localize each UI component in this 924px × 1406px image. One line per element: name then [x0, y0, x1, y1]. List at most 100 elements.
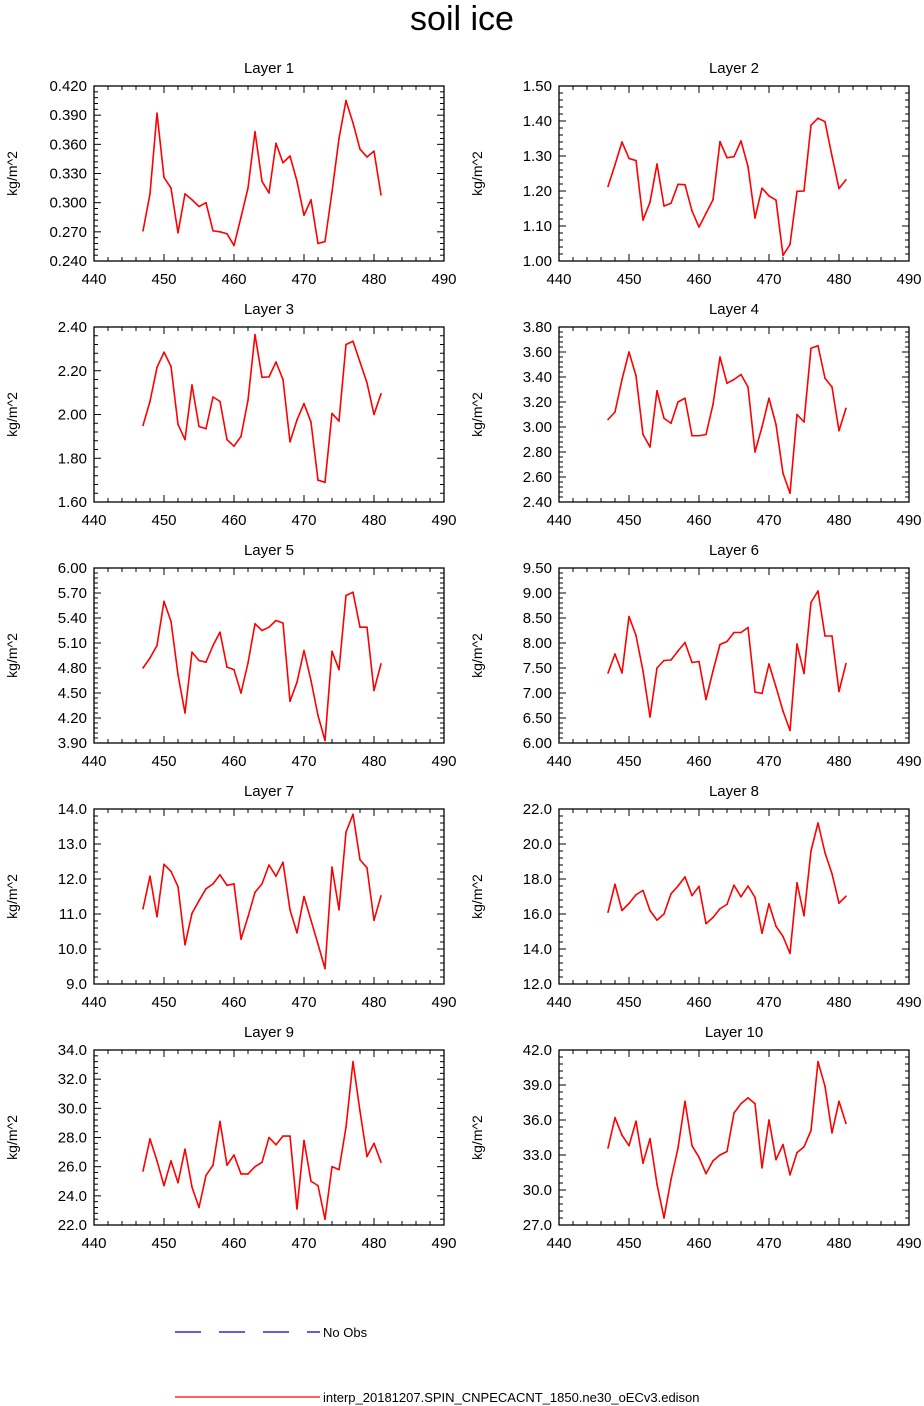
data-point: [803, 914, 805, 917]
data-point: [761, 932, 763, 935]
y-tick-label: 4.20: [58, 710, 87, 727]
data-point: [691, 894, 693, 897]
data-point: [345, 1126, 347, 1129]
series-line-model: [607, 822, 847, 955]
data-point: [219, 231, 221, 233]
data-point: [212, 1164, 214, 1167]
data-point: [796, 882, 798, 884]
data-point: [212, 396, 214, 398]
data-point: [607, 418, 609, 421]
data-point: [719, 643, 721, 646]
y-tick-label: 3.40: [523, 369, 552, 386]
data-point: [359, 858, 361, 861]
data-point: [838, 1100, 840, 1103]
data-point: [331, 412, 333, 415]
data-point: [205, 427, 207, 430]
data-point: [170, 365, 172, 368]
y-axis-label: kg/m^2: [469, 1115, 485, 1160]
data-point: [691, 1144, 693, 1147]
x-tick-label: 480: [361, 271, 386, 288]
data-point: [359, 148, 361, 150]
plot-frame: [93, 808, 445, 985]
data-point: [796, 643, 798, 645]
y-tick-label: 0.270: [49, 224, 87, 241]
data-point: [726, 903, 728, 906]
data-point: [191, 651, 193, 653]
data-point: [366, 867, 368, 869]
data-point: [317, 714, 319, 717]
x-tick-label: 440: [546, 271, 571, 288]
data-point: [754, 691, 756, 693]
data-point: [142, 667, 144, 669]
y-axis-label: kg/m^2: [469, 633, 485, 678]
data-point: [789, 243, 791, 246]
panel-title: Layer 6: [709, 542, 759, 559]
data-point: [670, 659, 672, 661]
data-point: [177, 1181, 179, 1184]
figure-title: soil ice: [410, 0, 514, 38]
data-point: [635, 374, 637, 377]
x-tick-label: 490: [431, 994, 456, 1011]
x-tick-label: 450: [151, 994, 176, 1011]
plot-frame: [558, 808, 910, 985]
data-point: [845, 407, 847, 410]
x-tick-label: 490: [896, 512, 921, 529]
data-point: [838, 187, 840, 190]
data-point: [628, 351, 630, 353]
data-point: [170, 187, 172, 189]
data-point: [149, 1138, 151, 1140]
data-point: [796, 413, 798, 416]
data-point: [233, 244, 235, 247]
data-point: [775, 423, 777, 426]
y-axis-label: kg/m^2: [4, 151, 20, 196]
data-point: [184, 193, 186, 195]
data-point: [338, 137, 340, 140]
y-axis-label: kg/m^2: [469, 392, 485, 437]
data-point: [817, 344, 819, 347]
data-point: [754, 896, 756, 899]
y-tick-label: 14.0: [523, 941, 552, 958]
data-point: [317, 479, 319, 481]
data-point: [233, 883, 235, 885]
x-tick-label: 460: [221, 753, 246, 770]
data-point: [712, 916, 714, 919]
data-point: [838, 690, 840, 693]
data-point: [156, 112, 158, 115]
x-tick-label: 440: [546, 512, 571, 529]
data-point: [642, 889, 644, 892]
data-point: [366, 626, 368, 628]
data-point: [296, 1208, 298, 1210]
data-point: [663, 913, 665, 915]
x-tick-label: 450: [151, 1235, 176, 1252]
panel-title: Layer 8: [709, 783, 759, 800]
data-point: [359, 626, 361, 628]
data-point: [656, 667, 658, 669]
data-point: [656, 919, 658, 921]
panel-layer-9: Layer 9 kg/m^2 440 450 460 470 480 490 34.0 32.0 3…: [4, 1024, 457, 1252]
x-tick-label: 460: [221, 512, 246, 529]
data-point: [331, 650, 333, 653]
data-point: [177, 423, 179, 426]
y-tick-label: 36.0: [523, 1112, 552, 1129]
data-point: [205, 661, 207, 663]
data-point: [219, 1120, 221, 1123]
data-point: [691, 434, 693, 437]
data-point: [338, 909, 340, 911]
data-point: [324, 1218, 326, 1220]
data-point: [649, 1137, 651, 1140]
x-tick-label: 450: [151, 512, 176, 529]
data-point: [670, 422, 672, 425]
data-point: [219, 631, 221, 633]
y-tick-label: 3.20: [523, 394, 552, 411]
series-line-model: [142, 813, 382, 970]
data-point: [366, 381, 368, 384]
data-point: [775, 199, 777, 201]
panel-title: Layer 7: [244, 783, 294, 800]
y-tick-label: 3.60: [523, 344, 552, 361]
data-point: [149, 657, 151, 659]
data-point: [331, 866, 333, 868]
data-point: [621, 1134, 623, 1136]
x-tick-label: 450: [616, 271, 641, 288]
data-point: [677, 183, 679, 186]
x-tick-label: 480: [361, 994, 386, 1011]
